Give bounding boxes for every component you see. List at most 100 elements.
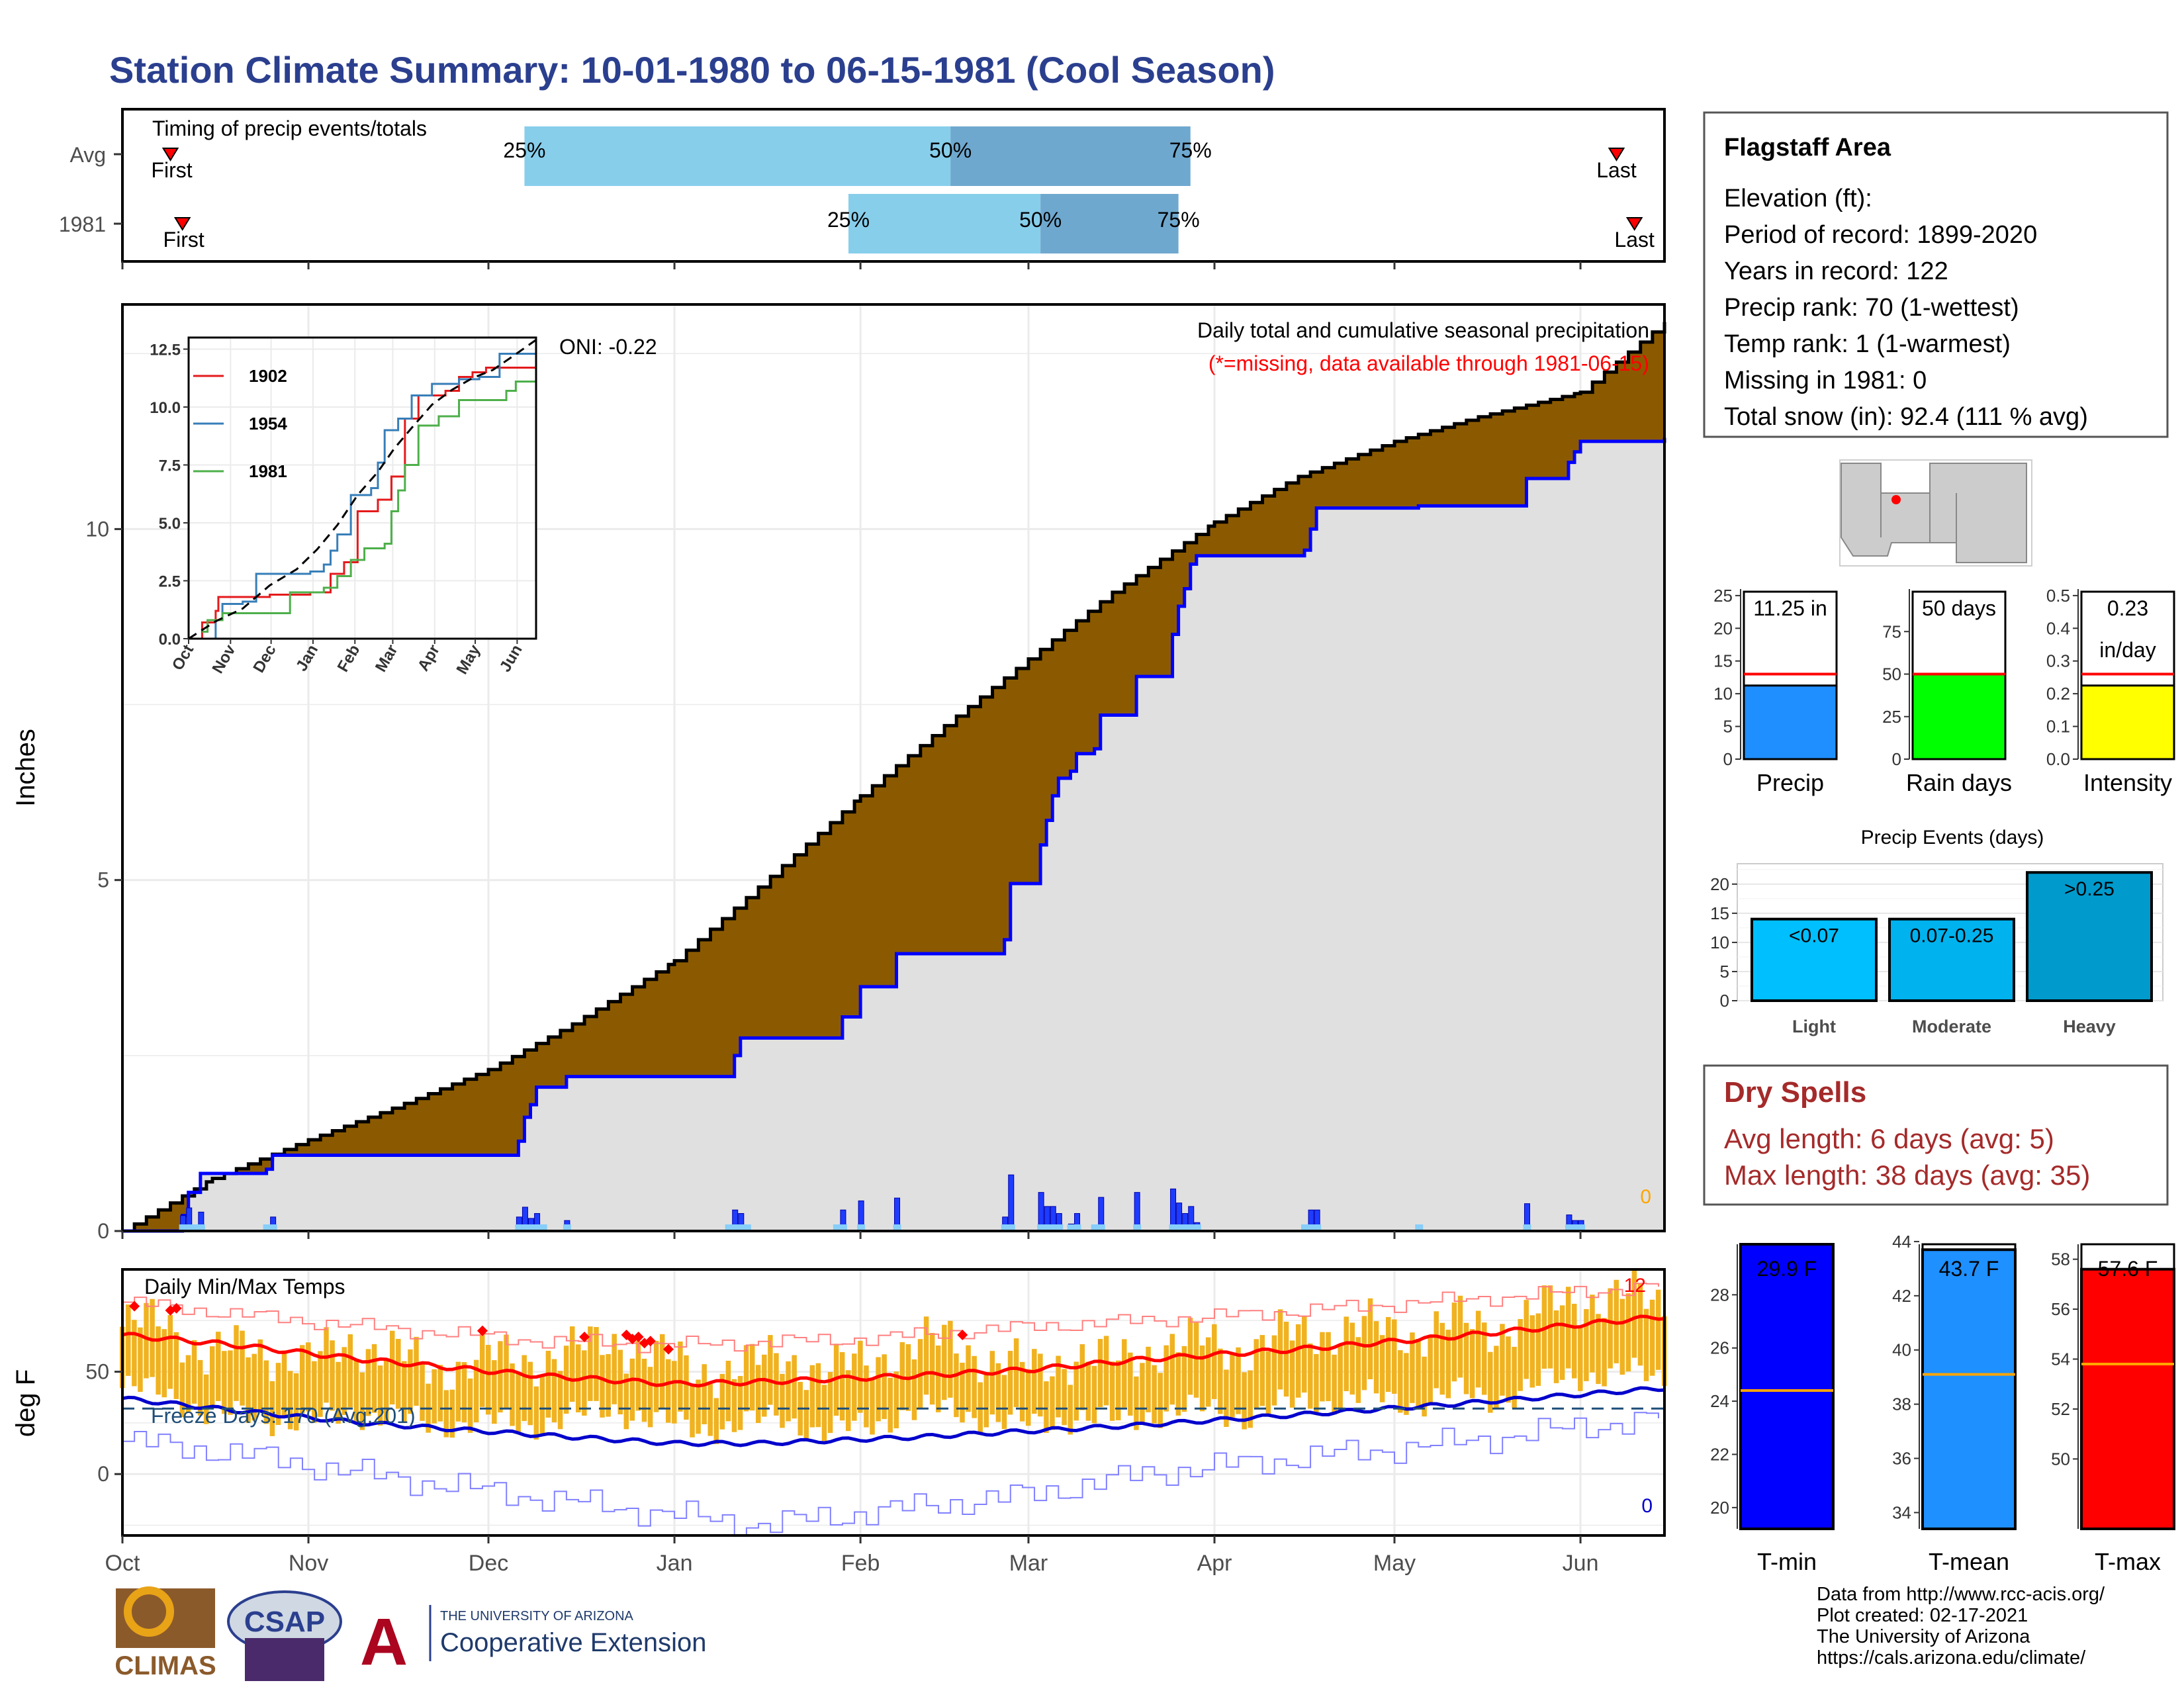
inset-ytick-label: 2.5	[159, 573, 181, 591]
daily-temp-bar	[659, 1334, 665, 1408]
daily-temp-bar	[1068, 1385, 1073, 1435]
footer-created: Plot created: 02-17-2021	[1817, 1605, 2028, 1626]
daily-temp-bar	[972, 1355, 977, 1418]
daily-temp-bar	[203, 1374, 209, 1424]
precip-y-axis-label: Inches	[11, 729, 40, 807]
analog-years-inset: 0.02.55.07.510.012.5 Oct Nov Dec Jan Feb Mar A…	[150, 336, 537, 677]
timing-label-75: 75%	[1158, 208, 1200, 232]
daily-temp-bar	[1355, 1337, 1361, 1403]
daily-temp-bar	[1326, 1332, 1331, 1402]
temp-summary-bar-t-min	[1739, 1243, 1835, 1530]
daily-precip-base-marker	[515, 1224, 523, 1231]
daily-temp-bar	[222, 1351, 227, 1414]
temperature-frame	[121, 1268, 1666, 1537]
daily-temp-bar	[1392, 1319, 1397, 1394]
temp-summary-value: 43.7 F	[1939, 1257, 1999, 1281]
daily-precip-base-marker	[1133, 1224, 1142, 1231]
daily-temp-bar	[1373, 1321, 1379, 1394]
daily-temp-bar	[1218, 1348, 1223, 1414]
daily-temp-bar	[1535, 1313, 1541, 1386]
events-category-label: Light	[1792, 1017, 1836, 1036]
mini-bar-tick-label: 0	[1892, 749, 1901, 769]
daily-temp-bar	[1469, 1329, 1475, 1398]
daily-temp-bar	[756, 1365, 761, 1424]
precip-ytick-label: 10	[85, 517, 109, 541]
avg-cumulative-area	[122, 437, 1664, 1231]
daily-temp-bar	[347, 1334, 353, 1408]
precip-ytick-label: 5	[97, 868, 109, 892]
daily-precip-base-marker	[1067, 1224, 1075, 1231]
daily-temp-bar	[1230, 1353, 1235, 1418]
mini-bar-tick-label: 25	[1713, 586, 1733, 606]
daily-temp-bar	[1295, 1324, 1301, 1398]
events-ytick-label: 0	[1720, 991, 1729, 1011]
dry-spells-title: Dry Spells	[1724, 1076, 1866, 1109]
daily-temp-bar	[1320, 1332, 1325, 1402]
daily-precip-bar	[1008, 1174, 1015, 1232]
events-bar-light	[1751, 917, 1878, 1003]
daily-temp-bar	[858, 1340, 863, 1413]
daily-temp-bar	[1631, 1270, 1637, 1358]
logo-strip: CLIMAS CSAP A THE UNIVERSITY OF ARIZONA …	[114, 1586, 706, 1681]
daily-precip-base-marker	[1175, 1224, 1183, 1231]
temp-summary-tick-label: 54	[2051, 1349, 2070, 1369]
daily-temp-bar	[1500, 1324, 1505, 1396]
daily-temp-bar	[293, 1373, 299, 1431]
mini-bar-tick-label: 0	[1723, 749, 1733, 769]
daily-temp-bar	[899, 1342, 905, 1410]
record-high-marker	[645, 1336, 656, 1347]
daily-temp-bar	[629, 1358, 635, 1421]
daily-precip-base-marker	[1037, 1224, 1046, 1231]
timing-row-1981-label: 1981	[59, 212, 106, 236]
daily-temp-bar	[167, 1315, 173, 1389]
daily-temp-bar	[371, 1344, 377, 1413]
daily-temp-bar	[852, 1353, 857, 1421]
timing-label-25: 25%	[503, 138, 545, 162]
record-high-count: 12	[1624, 1275, 1646, 1297]
daily-temp-bar	[1338, 1344, 1343, 1408]
daily-precip-base-marker	[533, 1224, 541, 1231]
temp-summary-tick-label: 58	[2051, 1250, 2070, 1269]
mini-bar-tick-label: 5	[1723, 717, 1733, 737]
daily-temp-bar	[1385, 1316, 1391, 1393]
dry-spells-max-length: Max length: 38 days (avg: 35)	[1724, 1160, 2090, 1191]
daily-temp-bar	[882, 1354, 887, 1420]
temp-summary-tick-label: 42	[1892, 1286, 1911, 1306]
precip-y-ticks: 0 5 10	[85, 517, 1582, 1243]
daily-precip-base-marker	[1577, 1224, 1586, 1231]
mini-bar-intensity	[2080, 684, 2175, 760]
inset-avg-line	[188, 339, 537, 640]
inset-series-1981	[202, 377, 537, 633]
daily-temp-bar	[263, 1360, 269, 1424]
daily-temp-bar	[1146, 1346, 1151, 1412]
daily-temp-bar	[1025, 1369, 1031, 1426]
daily-temp-bar	[1410, 1332, 1415, 1403]
daily-temp-bar	[594, 1327, 599, 1401]
daily-temp-bar	[983, 1371, 989, 1428]
daily-temp-bar	[1109, 1361, 1115, 1421]
daily-temp-bar	[1019, 1361, 1025, 1422]
daily-temp-bar	[846, 1370, 851, 1432]
precip-annotation-missing: (*=missing, data available through 1981-…	[1208, 351, 1649, 375]
daily-temp-bar	[1439, 1322, 1445, 1395]
daily-temp-bar	[749, 1344, 755, 1411]
daily-temp-bar	[954, 1353, 959, 1418]
daily-temp-bar	[1572, 1303, 1577, 1379]
daily-temp-bar	[1463, 1322, 1469, 1394]
mini-bar-tick-label: 20	[1713, 618, 1733, 638]
daily-temp-bar	[666, 1359, 671, 1423]
precip-events-chart: Precip Events (days) <0.07 Light 0.07-0.25 M…	[1710, 827, 2163, 1036]
daily-temp-bar	[1584, 1308, 1589, 1381]
daily-temp-bar	[1619, 1299, 1625, 1375]
daily-temp-bar	[1097, 1339, 1103, 1408]
climas-logo-text: CLIMAS	[114, 1651, 216, 1680]
daily-precip-base-marker	[563, 1224, 571, 1231]
daily-precip-base-marker	[833, 1224, 841, 1231]
daily-temp-bar	[246, 1357, 251, 1423]
x-axis-month-label: Feb	[841, 1551, 880, 1576]
temp-summary-bar-t-max	[2080, 1267, 2175, 1530]
station-years: Years in record: 122	[1724, 257, 1948, 285]
daily-precip-base-marker	[1169, 1224, 1177, 1231]
daily-temp-bar	[839, 1351, 845, 1421]
daily-temp-bar	[1115, 1360, 1121, 1420]
